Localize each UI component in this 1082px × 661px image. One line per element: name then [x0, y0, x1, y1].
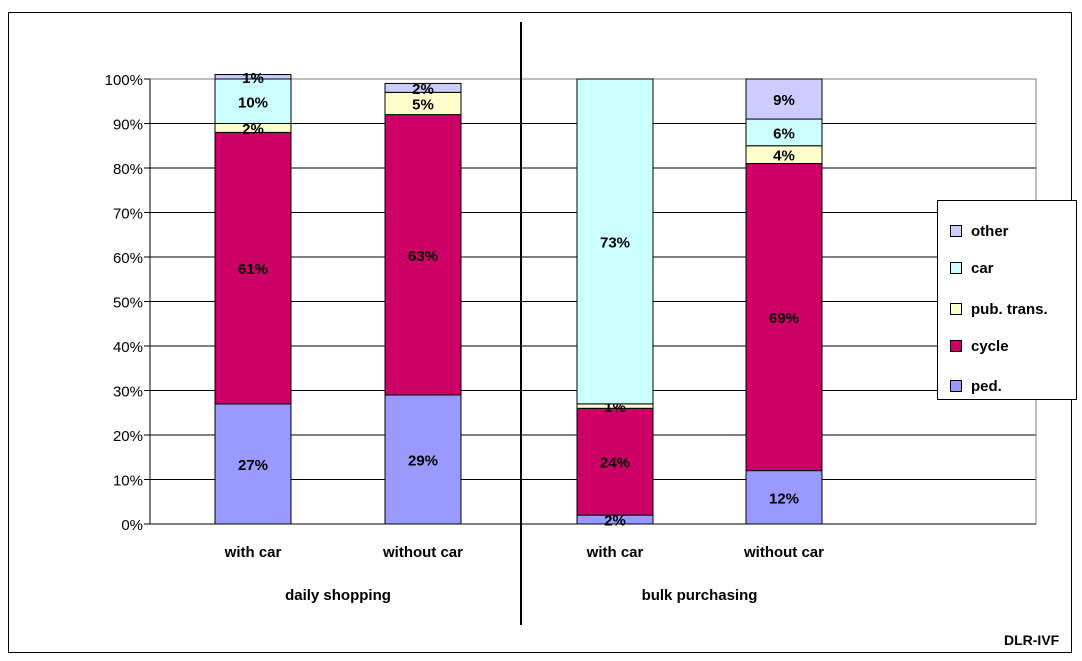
- legend-label: car: [971, 259, 994, 277]
- legend-item: other: [950, 222, 1009, 240]
- group-label: daily shopping: [285, 587, 391, 604]
- legend-item: cycle: [950, 337, 1009, 355]
- data-label: 4%: [773, 148, 795, 165]
- data-label: 12%: [769, 490, 799, 507]
- data-label: 2%: [604, 513, 626, 530]
- legend-label: other: [971, 222, 1009, 240]
- data-label: 6%: [773, 125, 795, 142]
- bar-segment: [745, 470, 823, 525]
- data-label: 69%: [769, 310, 799, 327]
- bar-segment: [384, 114, 462, 396]
- data-label: 9%: [773, 92, 795, 109]
- bar-segment: [214, 74, 292, 80]
- data-label: 2%: [412, 81, 434, 98]
- y-tick-label: 40%: [113, 339, 143, 356]
- y-tick-label: 80%: [113, 161, 143, 178]
- y-tick-label: 70%: [113, 206, 143, 223]
- y-tick-label: 90%: [113, 117, 143, 134]
- legend-item: pub. trans.: [950, 300, 1048, 318]
- group-label: bulk purchasing: [642, 587, 758, 604]
- data-label: 27%: [238, 457, 268, 474]
- y-tick-label: 10%: [113, 473, 143, 490]
- data-label: 63%: [408, 248, 438, 265]
- data-label: 29%: [408, 452, 438, 469]
- legend-label: cycle: [971, 337, 1009, 355]
- data-label: 1%: [242, 70, 264, 87]
- bar-segment: [384, 394, 462, 525]
- y-tick-label: 60%: [113, 250, 143, 267]
- x-category-label: without car: [743, 544, 824, 561]
- bar-segment: [384, 82, 462, 93]
- legend-swatch: [950, 303, 962, 315]
- legend-item: ped.: [950, 377, 1002, 395]
- data-label: 2%: [242, 121, 264, 138]
- bar-segment: [576, 78, 654, 405]
- x-category-label: with car: [586, 544, 644, 561]
- y-tick-label: 100%: [105, 72, 143, 89]
- y-tick-label: 0%: [121, 517, 143, 534]
- y-tick-label: 30%: [113, 384, 143, 401]
- x-category-label: without car: [382, 544, 463, 561]
- legend-swatch: [950, 380, 962, 392]
- legend: other car pub. trans. cycle ped.: [937, 200, 1077, 400]
- data-label: 24%: [600, 455, 630, 472]
- x-category-label: with car: [224, 544, 282, 561]
- legend-label: ped.: [971, 377, 1002, 395]
- data-label: 73%: [600, 234, 630, 251]
- data-label: 61%: [238, 261, 268, 278]
- chart-frame: [8, 12, 1072, 653]
- legend-label: pub. trans.: [971, 300, 1048, 318]
- source-label: DLR-IVF: [1004, 632, 1060, 648]
- legend-swatch: [950, 225, 962, 237]
- legend-item: car: [950, 259, 994, 277]
- y-tick-label: 50%: [113, 295, 143, 312]
- bar-segment: [745, 163, 823, 472]
- bar-segment: [745, 78, 823, 120]
- legend-swatch: [950, 340, 962, 352]
- bar-segment: [214, 78, 292, 124]
- y-tick-label: 20%: [113, 428, 143, 445]
- data-label: 10%: [238, 94, 268, 111]
- data-label: 5%: [412, 96, 434, 113]
- legend-swatch: [950, 262, 962, 274]
